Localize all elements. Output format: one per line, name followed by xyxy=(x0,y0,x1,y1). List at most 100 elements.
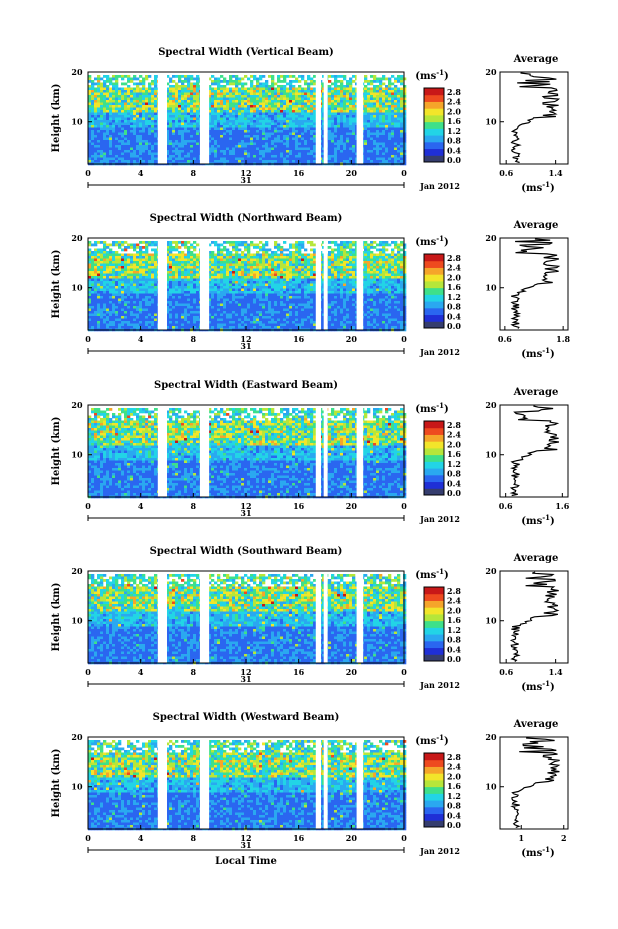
heatmap-cell xyxy=(346,115,350,118)
heatmap-cell xyxy=(277,97,281,101)
heatmap-cell xyxy=(235,127,239,131)
heatmap-cell xyxy=(307,135,311,138)
heatmap-cell xyxy=(391,150,395,153)
heatmap-cell xyxy=(190,122,194,126)
heatmap-cell xyxy=(295,102,299,106)
heatmap-cell xyxy=(196,135,200,138)
heatmap-cell xyxy=(217,122,221,126)
heatmap-cell xyxy=(334,102,338,106)
heatmap-cell xyxy=(286,147,290,151)
heatmap-cell xyxy=(328,97,332,101)
heatmap-cell xyxy=(343,100,347,103)
heatmap-cell xyxy=(271,90,275,93)
heatmap-cell xyxy=(364,157,368,161)
heatmap-cell xyxy=(178,105,182,108)
heatmap-cell xyxy=(217,95,221,98)
heatmap-cell xyxy=(166,258,170,262)
heatmap-cell xyxy=(235,147,239,151)
heatmap-cell xyxy=(190,87,194,91)
heatmap-cell xyxy=(166,140,170,143)
heatmap-cell xyxy=(97,306,101,309)
heatmap-cell xyxy=(208,100,212,103)
heatmap-cell xyxy=(148,125,152,128)
heatmap-cell xyxy=(136,283,140,287)
heatmap-cell xyxy=(184,253,188,257)
heatmap-cell xyxy=(286,95,290,98)
heatmap-cell xyxy=(403,130,407,133)
heatmap-cell xyxy=(349,145,353,148)
heatmap-cell xyxy=(328,137,332,141)
heatmap-cell xyxy=(181,145,185,148)
heatmap-cell xyxy=(103,145,107,148)
heatmap-cell xyxy=(181,323,185,327)
heatmap-cell xyxy=(91,303,95,307)
heatmap-cell xyxy=(379,112,383,116)
heatmap-cell xyxy=(103,253,107,257)
heatmap-cell xyxy=(256,115,260,118)
heatmap-cell xyxy=(232,135,236,138)
heatmap-cell xyxy=(367,95,371,98)
heatmap-cell xyxy=(148,303,152,307)
heatmap-cell xyxy=(154,306,158,309)
heatmap-cell xyxy=(370,120,374,123)
heatmap-cell xyxy=(109,288,113,292)
heatmap-cell xyxy=(247,132,251,136)
heatmap-cell xyxy=(376,107,380,111)
heatmap-cell xyxy=(127,105,131,108)
heatmap-cell xyxy=(106,75,110,78)
heatmap-cell xyxy=(169,321,173,324)
heatmap-cell xyxy=(121,90,125,93)
heatmap-cell xyxy=(172,316,176,319)
heatmap-cell xyxy=(136,326,140,329)
heatmap-cell xyxy=(391,115,395,118)
heatmap-cell xyxy=(88,110,92,113)
heatmap-cell xyxy=(181,321,185,324)
heatmap-cell xyxy=(352,112,356,116)
heatmap-cell xyxy=(211,115,215,118)
heatmap-cell xyxy=(400,120,404,123)
heatmap-cell xyxy=(142,273,146,277)
heatmap-cell xyxy=(145,92,149,96)
heatmap-cell xyxy=(220,155,224,158)
heatmap-cell xyxy=(217,87,221,91)
y-tick-label: 20 xyxy=(71,67,83,77)
heatmap-cell xyxy=(301,90,305,93)
heatmap-cell xyxy=(139,306,143,309)
heatmap-cell xyxy=(241,157,245,161)
heatmap-cell xyxy=(235,90,239,93)
heatmap-cell xyxy=(307,100,311,103)
heatmap-cell xyxy=(382,137,386,141)
heatmap-cell xyxy=(115,95,119,98)
heatmap-cell xyxy=(148,256,152,259)
heatmap-cell xyxy=(118,87,122,91)
heatmap-cell xyxy=(277,132,281,136)
heatmap-cell xyxy=(373,85,377,88)
heatmap-cell xyxy=(289,142,293,146)
heatmap-cell xyxy=(178,256,182,259)
heatmap-cell xyxy=(238,102,242,106)
heatmap-cell xyxy=(124,152,128,156)
heatmap-cell xyxy=(178,313,182,317)
heatmap-cell xyxy=(307,142,311,146)
heatmap-cell xyxy=(103,268,107,272)
heatmap-cell xyxy=(136,137,140,141)
heatmap-cell xyxy=(148,261,152,264)
heatmap-cell xyxy=(313,157,317,161)
heatmap-cell xyxy=(193,147,197,151)
heatmap-cell xyxy=(217,145,221,148)
heatmap-cell xyxy=(187,271,191,274)
heatmap-cell xyxy=(103,110,107,113)
heatmap-cell xyxy=(178,112,182,116)
heatmap-cell xyxy=(94,286,98,289)
heatmap-cell xyxy=(310,127,314,131)
heatmap-cell xyxy=(196,145,200,148)
heatmap-cell xyxy=(115,107,119,111)
heatmap-cell xyxy=(142,283,146,287)
heatmap-cell xyxy=(181,125,185,128)
heatmap-cell xyxy=(142,130,146,133)
heatmap-cell xyxy=(100,308,104,312)
heatmap-cell xyxy=(100,261,104,264)
heatmap-cell xyxy=(94,288,98,292)
heatmap-cell xyxy=(340,130,344,133)
heatmap-cell xyxy=(187,306,191,309)
